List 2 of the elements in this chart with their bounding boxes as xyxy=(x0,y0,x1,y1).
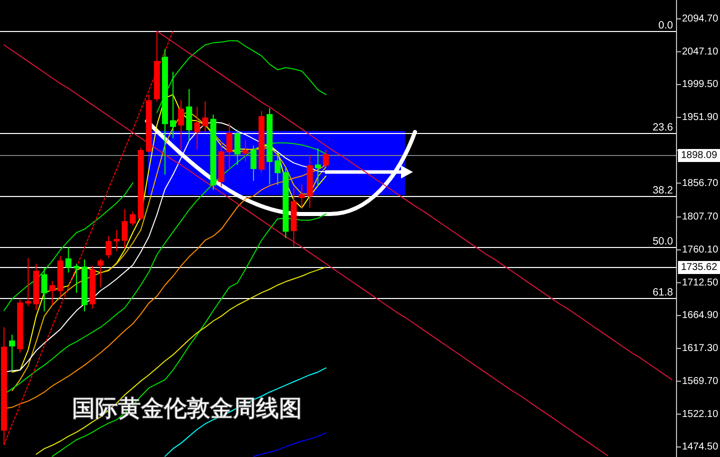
ref-line-label: 1735.62 xyxy=(681,262,718,274)
ref-line-label: 1898.09 xyxy=(681,150,718,162)
